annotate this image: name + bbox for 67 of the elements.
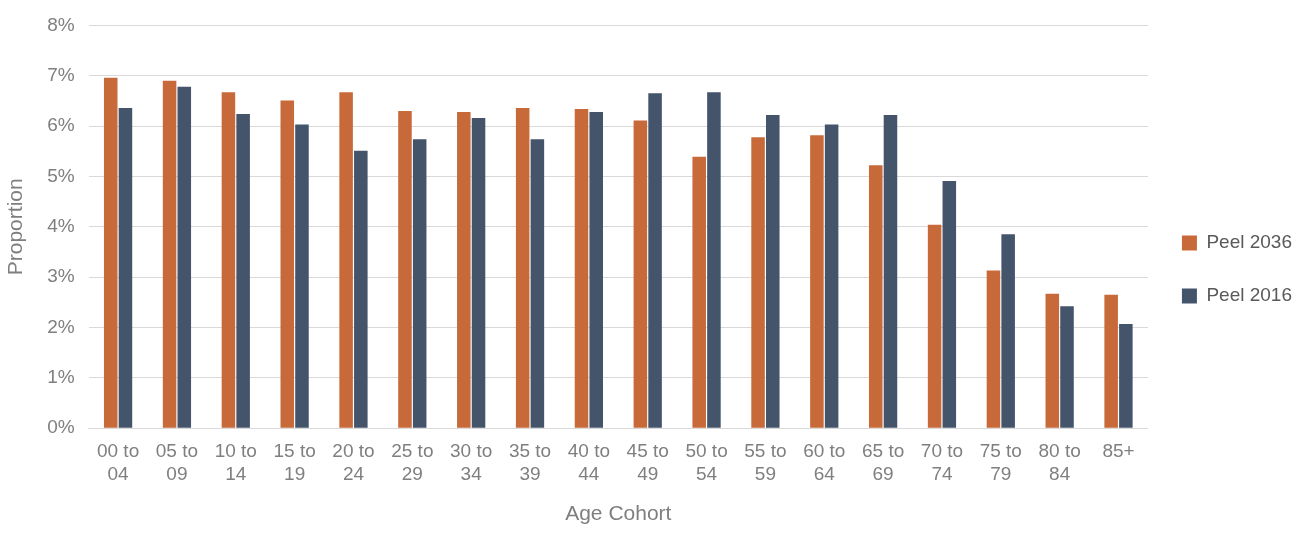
bar <box>766 115 780 428</box>
bar <box>927 224 942 428</box>
y-tick-label: 4% <box>47 215 75 237</box>
y-tick-label: 2% <box>47 315 75 337</box>
x-tick-label: 25 to 29 <box>391 439 434 484</box>
bar <box>868 165 883 428</box>
bar <box>162 80 177 428</box>
bar <box>177 86 192 428</box>
x-tick-label: 50 to 54 <box>685 439 728 484</box>
x-tick-label: 65 to 69 <box>861 439 905 484</box>
bar <box>457 112 471 428</box>
x-tick-label: 00 to 04 <box>96 439 140 484</box>
x-tick-label: 45 to 49 <box>626 439 669 484</box>
x-tick-label: 40 to 44 <box>567 439 610 484</box>
bar <box>280 100 295 428</box>
x-tick-label: 60 to 64 <box>803 439 846 484</box>
bar <box>707 92 721 428</box>
bar <box>515 107 530 428</box>
y-tick-label: 6% <box>47 114 75 136</box>
y-tick-label: 5% <box>47 164 75 186</box>
bar <box>942 180 957 428</box>
bar <box>103 77 118 428</box>
bar <box>824 124 839 428</box>
x-tick-label: 70 to 74 <box>920 439 964 484</box>
bar <box>412 139 427 428</box>
bar <box>751 137 765 428</box>
bar <box>1045 293 1060 428</box>
y-tick-label: 1% <box>47 366 75 388</box>
bar <box>986 270 1001 428</box>
bar <box>118 107 133 428</box>
x-tick-label: 80 to 84 <box>1038 439 1081 484</box>
x-tick-label: 55 to 59 <box>744 439 787 484</box>
y-tick-label: 3% <box>47 265 75 287</box>
bar <box>883 115 898 428</box>
bar <box>354 150 368 428</box>
bar <box>530 139 545 428</box>
legend-label: Peel 2016 <box>1206 284 1292 306</box>
bar <box>633 120 648 428</box>
bar <box>471 118 486 428</box>
x-axis-title: Age Cohort <box>565 501 672 525</box>
x-tick-label: 85+ <box>1102 439 1135 461</box>
legend-label: Peel 2036 <box>1206 231 1292 253</box>
bar <box>589 112 603 428</box>
bar <box>236 114 250 428</box>
bar <box>810 135 824 428</box>
bar <box>221 92 236 428</box>
x-tick-label: 75 to 79 <box>979 439 1022 484</box>
y-axis-title: Proportion <box>3 178 27 276</box>
x-tick-label: 15 to 19 <box>273 439 316 484</box>
bar <box>1119 323 1133 428</box>
x-tick-label: 35 to 39 <box>508 439 552 484</box>
bar <box>1001 234 1015 428</box>
bar <box>574 108 589 428</box>
bar <box>648 93 662 428</box>
bar <box>1104 294 1118 428</box>
bar <box>398 111 412 428</box>
bar <box>339 92 353 428</box>
x-tick-label: 05 to 09 <box>155 439 199 484</box>
y-tick-label: 8% <box>47 13 75 35</box>
x-tick-label: 20 to 24 <box>332 439 375 484</box>
y-tick-label: 0% <box>47 416 75 438</box>
bar <box>692 156 706 428</box>
bar <box>1060 306 1074 428</box>
bar <box>295 124 309 428</box>
x-tick-label: 30 to 34 <box>450 439 493 484</box>
y-tick-label: 7% <box>47 63 75 85</box>
x-tick-label: 10 to 14 <box>214 439 257 484</box>
